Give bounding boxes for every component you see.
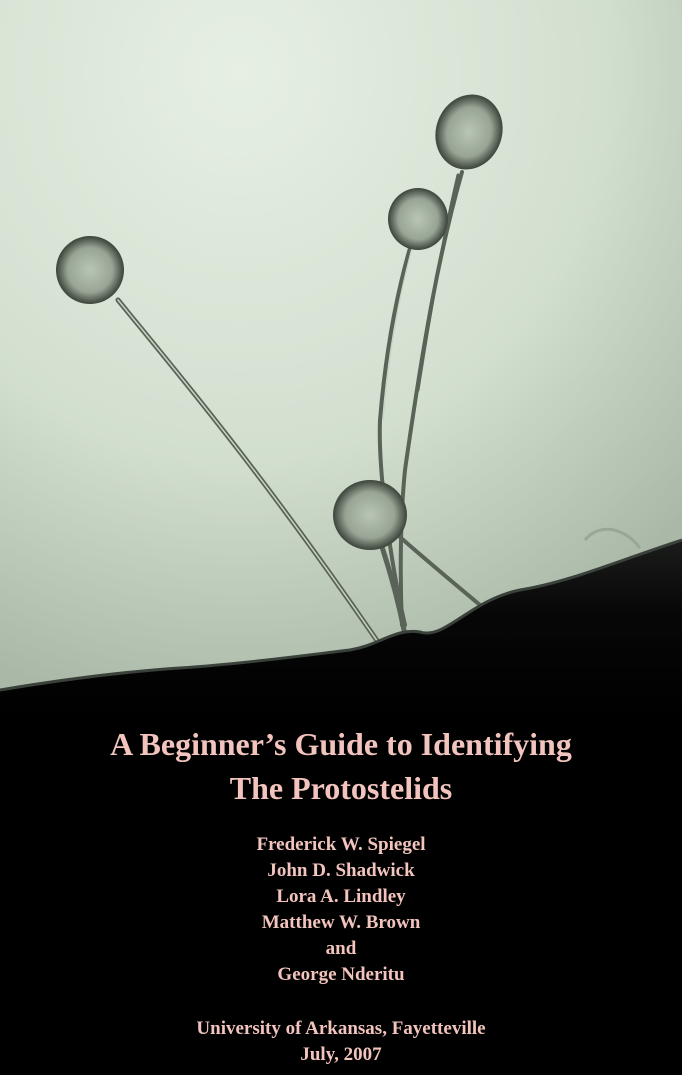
cover-title: A Beginner’s Guide to Identifying The Pr… xyxy=(0,722,682,810)
title-line-1: A Beginner’s Guide to Identifying xyxy=(110,726,572,762)
author-conjunction: and xyxy=(325,938,357,959)
author-3: Lora A. Lindley xyxy=(276,886,406,907)
author-1: Frederick W. Spiegel xyxy=(256,834,426,855)
author-4: Matthew W. Brown xyxy=(261,912,421,933)
publication-date: July, 2007 xyxy=(300,1044,382,1065)
author-list: Frederick W. Spiegel John D. Shadwick Lo… xyxy=(0,832,682,988)
author-5: George Nderitu xyxy=(277,964,405,985)
title-line-2: The Protostelids xyxy=(229,770,453,806)
cover-photo-protostelids-micrograph xyxy=(0,0,682,720)
author-2: John D. Shadwick xyxy=(267,860,415,881)
publication-info: University of Arkansas, Fayetteville Jul… xyxy=(0,1016,682,1068)
institution: University of Arkansas, Fayetteville xyxy=(196,1018,486,1039)
